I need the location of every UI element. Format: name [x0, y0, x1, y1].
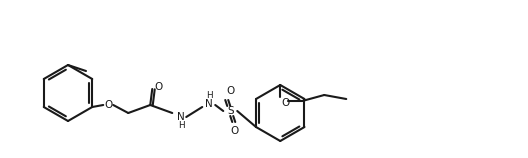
- Text: S: S: [227, 106, 233, 116]
- Text: H: H: [206, 91, 213, 100]
- Text: O: O: [226, 86, 234, 96]
- Text: O: O: [154, 82, 163, 92]
- Text: N: N: [205, 99, 213, 109]
- Text: H: H: [178, 122, 185, 131]
- Text: N: N: [177, 112, 185, 122]
- Text: O: O: [230, 126, 238, 136]
- Text: O: O: [104, 100, 112, 110]
- Text: O: O: [281, 98, 289, 108]
